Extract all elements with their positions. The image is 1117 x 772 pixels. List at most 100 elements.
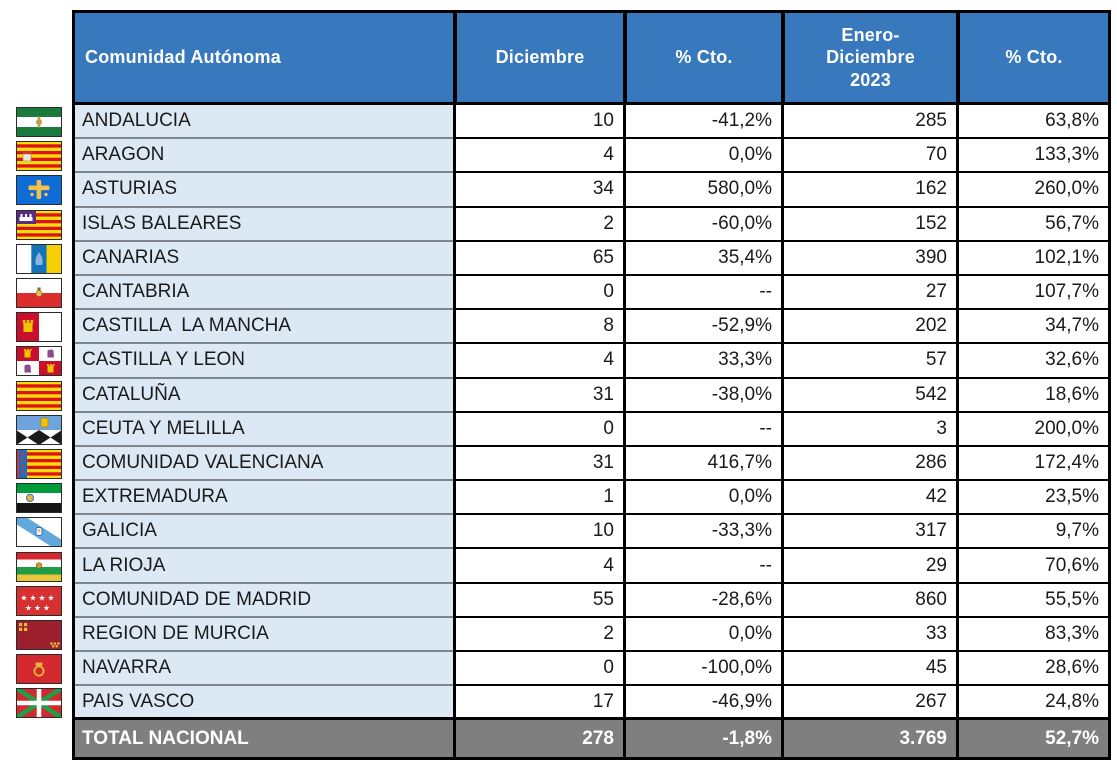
december-value-cell: 10 — [453, 105, 623, 140]
december-pct-cell: -46,9% — [623, 686, 781, 721]
ytd-pct-cell: 63,8% — [956, 105, 1108, 140]
flag-slot — [16, 686, 72, 720]
svg-text:★: ★ — [20, 593, 27, 602]
ytd-value-cell: 70 — [781, 139, 956, 174]
december-pct-cell: 416,7% — [623, 446, 781, 482]
svg-text:★: ★ — [47, 593, 54, 602]
december-value-cell: 31 — [453, 446, 623, 482]
flag-valenciana-icon — [16, 448, 62, 479]
flag-gutter: ★ ★ ★ ★ ★ ★ ★ — [16, 10, 72, 760]
header-diciembre: Diciembre — [453, 13, 623, 105]
table-row: ARAGON 4 0,0% 70 133,3% — [75, 139, 1108, 174]
december-value-cell: 34 — [453, 173, 623, 208]
flag-slot — [16, 447, 72, 481]
december-pct-cell: 580,0% — [623, 173, 781, 208]
table-row: COMUNIDAD VALENCIANA 31 416,7% 286 172,4% — [75, 446, 1108, 482]
december-pct-cell: -33,3% — [623, 515, 781, 550]
ytd-value-cell: 27 — [781, 275, 956, 311]
total-december-pct-cell: -1,8% — [623, 720, 781, 758]
ytd-value-cell: 202 — [781, 310, 956, 345]
table-row: PAIS VASCO 17 -46,9% 267 24,8% — [75, 686, 1108, 721]
ytd-pct-cell: 55,5% — [956, 583, 1108, 618]
table-row: ANDALUCIA 10 -41,2% 285 63,8% — [75, 105, 1108, 140]
total-ytd-pct-cell: 52,7% — [956, 720, 1108, 758]
flag-slot — [16, 379, 72, 413]
flag-slot — [16, 344, 72, 378]
december-pct-cell: 0,0% — [623, 617, 781, 652]
december-pct-cell: -38,0% — [623, 378, 781, 413]
flag-slot — [16, 242, 72, 276]
ytd-pct-cell: 102,1% — [956, 241, 1108, 276]
flag-cantabria-icon — [16, 278, 62, 309]
region-name-cell: CEUTA Y MELILLA — [75, 412, 453, 447]
region-name-cell: CATALUÑA — [75, 378, 453, 413]
december-value-cell: 10 — [453, 515, 623, 550]
ytd-value-cell: 317 — [781, 515, 956, 550]
table-row: ASTURIAS 34 580,0% 162 260,0% — [75, 173, 1108, 208]
region-name-cell: ISLAS BALEARES — [75, 207, 453, 242]
header-pct-cto-mes: % Cto. — [623, 13, 781, 105]
ytd-pct-cell: 56,7% — [956, 207, 1108, 242]
table-row: CANARIAS 65 35,4% 390 102,1% — [75, 241, 1108, 276]
flag-galicia-icon — [16, 517, 62, 548]
flag-asturias-icon — [16, 175, 62, 206]
december-value-cell: 4 — [453, 139, 623, 174]
ytd-pct-cell: 18,6% — [956, 378, 1108, 413]
table-row: ISLAS BALEARES 2 -60,0% 152 56,7% — [75, 207, 1108, 242]
region-name-cell: EXTREMADURA — [75, 481, 453, 516]
ytd-value-cell: 390 — [781, 241, 956, 276]
december-pct-cell: -41,2% — [623, 105, 781, 140]
flag-gutter-spacer — [16, 10, 72, 105]
flag-aragon-icon — [16, 141, 62, 172]
region-name-cell: CASTILLA LA MANCHA — [75, 310, 453, 345]
total-label-cell: TOTAL NACIONAL — [75, 720, 453, 758]
flag-slot: ★ ★ ★ ★ ★ ★ ★ — [16, 584, 72, 618]
ytd-pct-cell: 133,3% — [956, 139, 1108, 174]
region-name-cell: LA RIOJA — [75, 549, 453, 584]
flag-la-rioja-icon — [16, 551, 62, 582]
ytd-pct-cell: 83,3% — [956, 617, 1108, 652]
december-value-cell: 31 — [453, 378, 623, 413]
svg-text:★: ★ — [29, 593, 36, 602]
december-value-cell: 1 — [453, 481, 623, 516]
svg-text:★: ★ — [34, 603, 41, 612]
table-row: LA RIOJA 4 -- 29 70,6% — [75, 549, 1108, 584]
table-row: CASTILLA Y LEON 4 33,3% 57 32,6% — [75, 344, 1108, 379]
ytd-pct-cell: 23,5% — [956, 481, 1108, 516]
region-name-cell: COMUNIDAD VALENCIANA — [75, 446, 453, 482]
flag-andalucia-icon — [16, 107, 62, 138]
ytd-value-cell: 33 — [781, 617, 956, 652]
ytd-value-cell: 286 — [781, 446, 956, 482]
flag-slot — [16, 139, 72, 173]
region-name-cell: NAVARRA — [75, 652, 453, 687]
december-pct-cell: -100,0% — [623, 652, 781, 687]
flag-slot — [16, 310, 72, 344]
december-value-cell: 17 — [453, 686, 623, 721]
flag-castilla-la-mancha-icon — [16, 312, 62, 343]
flag-cataluna-icon — [16, 380, 62, 411]
region-name-cell: REGION DE MURCIA — [75, 617, 453, 652]
december-pct-cell: 35,4% — [623, 241, 781, 276]
svg-text:★: ★ — [43, 603, 50, 612]
ytd-value-cell: 42 — [781, 481, 956, 516]
ytd-value-cell: 267 — [781, 686, 956, 721]
ytd-pct-cell: 172,4% — [956, 446, 1108, 482]
december-value-cell: 4 — [453, 344, 623, 379]
ytd-pct-cell: 9,7% — [956, 515, 1108, 550]
december-value-cell: 2 — [453, 617, 623, 652]
ytd-pct-cell: 32,6% — [956, 344, 1108, 379]
december-value-cell: 2 — [453, 207, 623, 242]
ytd-value-cell: 3 — [781, 412, 956, 447]
ytd-pct-cell: 70,6% — [956, 549, 1108, 584]
ytd-pct-cell: 260,0% — [956, 173, 1108, 208]
december-pct-cell: -28,6% — [623, 583, 781, 618]
december-value-cell: 65 — [453, 241, 623, 276]
table-row: EXTREMADURA 1 0,0% 42 23,5% — [75, 481, 1108, 516]
region-name-cell: CASTILLA Y LEON — [75, 344, 453, 379]
ytd-value-cell: 162 — [781, 173, 956, 208]
region-name-cell: ASTURIAS — [75, 173, 453, 208]
table-row: CEUTA Y MELILLA 0 -- 3 200,0% — [75, 412, 1108, 447]
table-row: REGION DE MURCIA 2 0,0% 33 83,3% — [75, 617, 1108, 652]
flag-navarra-icon — [16, 654, 62, 685]
